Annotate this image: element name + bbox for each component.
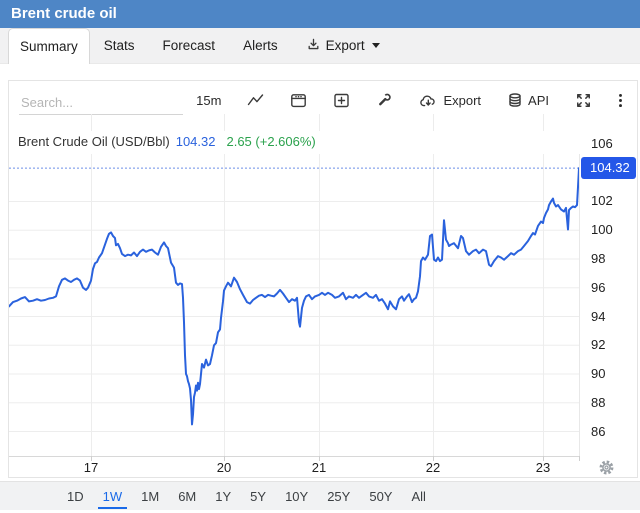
download-icon bbox=[306, 37, 321, 55]
tab-stats-label: Stats bbox=[103, 38, 135, 53]
api-button[interactable]: API bbox=[507, 92, 549, 109]
export-button[interactable]: Export bbox=[419, 93, 481, 109]
chart-type-button[interactable] bbox=[247, 92, 264, 109]
range-1Y[interactable]: 1Y bbox=[215, 488, 232, 504]
export-label: Export bbox=[443, 93, 482, 108]
x-axis-label: 21 bbox=[311, 460, 327, 475]
tab-stats[interactable]: Stats bbox=[90, 28, 149, 63]
range-selector-bar: 1D 1W 1M 6M 1Y 5Y 10Y 25Y 50Y All bbox=[0, 481, 640, 510]
y-axis-label: 100 bbox=[591, 222, 613, 238]
legend-last-price: 104.32 bbox=[175, 134, 216, 149]
window-title-bar: Brent crude oil bbox=[0, 0, 640, 28]
cloud-export-icon bbox=[419, 93, 438, 109]
range-6M[interactable]: 6M bbox=[178, 488, 197, 504]
y-axis-label: 88 bbox=[591, 394, 606, 410]
tab-summary-label: Summary bbox=[20, 39, 78, 54]
x-axis-label: 23 bbox=[535, 460, 551, 475]
calendar-button[interactable] bbox=[290, 92, 307, 109]
line-chart-icon bbox=[247, 92, 264, 109]
search-input[interactable] bbox=[19, 90, 183, 115]
x-axis: 17 20 21 22 23 bbox=[9, 456, 580, 477]
kebab-menu-icon bbox=[618, 92, 623, 109]
api-label: API bbox=[528, 93, 549, 108]
fullscreen-button[interactable] bbox=[575, 92, 592, 109]
range-1M[interactable]: 1M bbox=[141, 488, 160, 504]
x-axis-tick bbox=[579, 456, 580, 461]
chart-toolbar: 15m bbox=[9, 81, 637, 115]
x-axis-tick bbox=[543, 456, 544, 461]
search-box bbox=[19, 81, 183, 115]
axis-top-tick bbox=[319, 114, 320, 131]
chevron-down-icon bbox=[371, 43, 380, 48]
tools-button[interactable] bbox=[376, 92, 393, 109]
tools-wrench-icon bbox=[376, 92, 393, 109]
range-5Y[interactable]: 5Y bbox=[250, 488, 267, 504]
y-axis-label: 96 bbox=[591, 279, 606, 295]
plot-area[interactable] bbox=[9, 154, 580, 457]
gear-icon bbox=[597, 460, 616, 481]
interval-button[interactable]: 15m bbox=[196, 94, 221, 107]
y-axis-label: 98 bbox=[591, 250, 606, 266]
x-axis-tick bbox=[91, 456, 92, 461]
x-axis-tick bbox=[224, 456, 225, 461]
fullscreen-icon bbox=[575, 92, 592, 109]
tab-export[interactable]: Export bbox=[292, 28, 394, 63]
interval-label: 15m bbox=[196, 93, 222, 108]
x-axis-label: 22 bbox=[425, 460, 441, 475]
tab-forecast[interactable]: Forecast bbox=[149, 28, 230, 63]
chart-legend: Brent Crude Oil (USD/Bbl) 104.32 2.65 (+2.… bbox=[18, 134, 316, 149]
tab-summary[interactable]: Summary bbox=[8, 28, 90, 64]
axis-top-tick bbox=[224, 114, 225, 131]
x-axis-label: 17 bbox=[83, 460, 99, 475]
range-1D[interactable]: 1D bbox=[67, 488, 84, 504]
compare-button[interactable] bbox=[333, 92, 350, 109]
toolbar-actions: 15m bbox=[196, 92, 623, 109]
y-axis-label: 90 bbox=[591, 366, 606, 382]
tab-bar: Summary Stats Forecast Alerts Export bbox=[0, 28, 640, 64]
last-price-badge: 104.32 bbox=[581, 157, 636, 180]
y-axis-label: 106 bbox=[591, 135, 613, 151]
add-square-icon bbox=[333, 92, 350, 109]
y-axis-label: 94 bbox=[591, 308, 606, 324]
tab-alerts[interactable]: Alerts bbox=[229, 28, 292, 63]
axis-top-tick bbox=[543, 114, 544, 131]
y-axis-label: 92 bbox=[591, 337, 606, 353]
tab-alerts-label: Alerts bbox=[243, 38, 278, 53]
chart-widget-panel: 15m bbox=[8, 80, 638, 478]
range-25Y[interactable]: 25Y bbox=[327, 488, 351, 504]
more-menu-button[interactable] bbox=[618, 92, 623, 109]
calendar-icon bbox=[290, 92, 307, 109]
y-axis: 104.32 106 102 100 98 96 94 92 90 88 86 bbox=[580, 81, 637, 477]
x-axis-tick bbox=[319, 456, 320, 461]
axis-top-tick bbox=[433, 114, 434, 131]
range-50Y[interactable]: 50Y bbox=[369, 488, 393, 504]
range-1W[interactable]: 1W bbox=[97, 484, 128, 509]
y-axis-label: 102 bbox=[591, 193, 613, 209]
legend-change: 2.65 (+2.606%) bbox=[226, 134, 316, 149]
page-title: Brent crude oil bbox=[11, 5, 117, 22]
price-chart bbox=[9, 154, 579, 456]
legend-series-label: Brent Crude Oil (USD/Bbl) bbox=[18, 134, 170, 149]
last-price-badge-value: 104.32 bbox=[590, 160, 630, 176]
tab-forecast-label: Forecast bbox=[162, 38, 216, 53]
database-api-icon bbox=[507, 92, 523, 109]
settings-gear-button[interactable] bbox=[597, 458, 616, 477]
x-axis-tick bbox=[433, 456, 434, 461]
y-axis-label: 86 bbox=[591, 423, 606, 439]
x-axis-label: 20 bbox=[216, 460, 232, 475]
range-All[interactable]: All bbox=[411, 488, 426, 504]
tab-export-label: Export bbox=[325, 38, 365, 53]
range-10Y[interactable]: 10Y bbox=[285, 488, 309, 504]
axis-top-tick bbox=[91, 114, 92, 131]
